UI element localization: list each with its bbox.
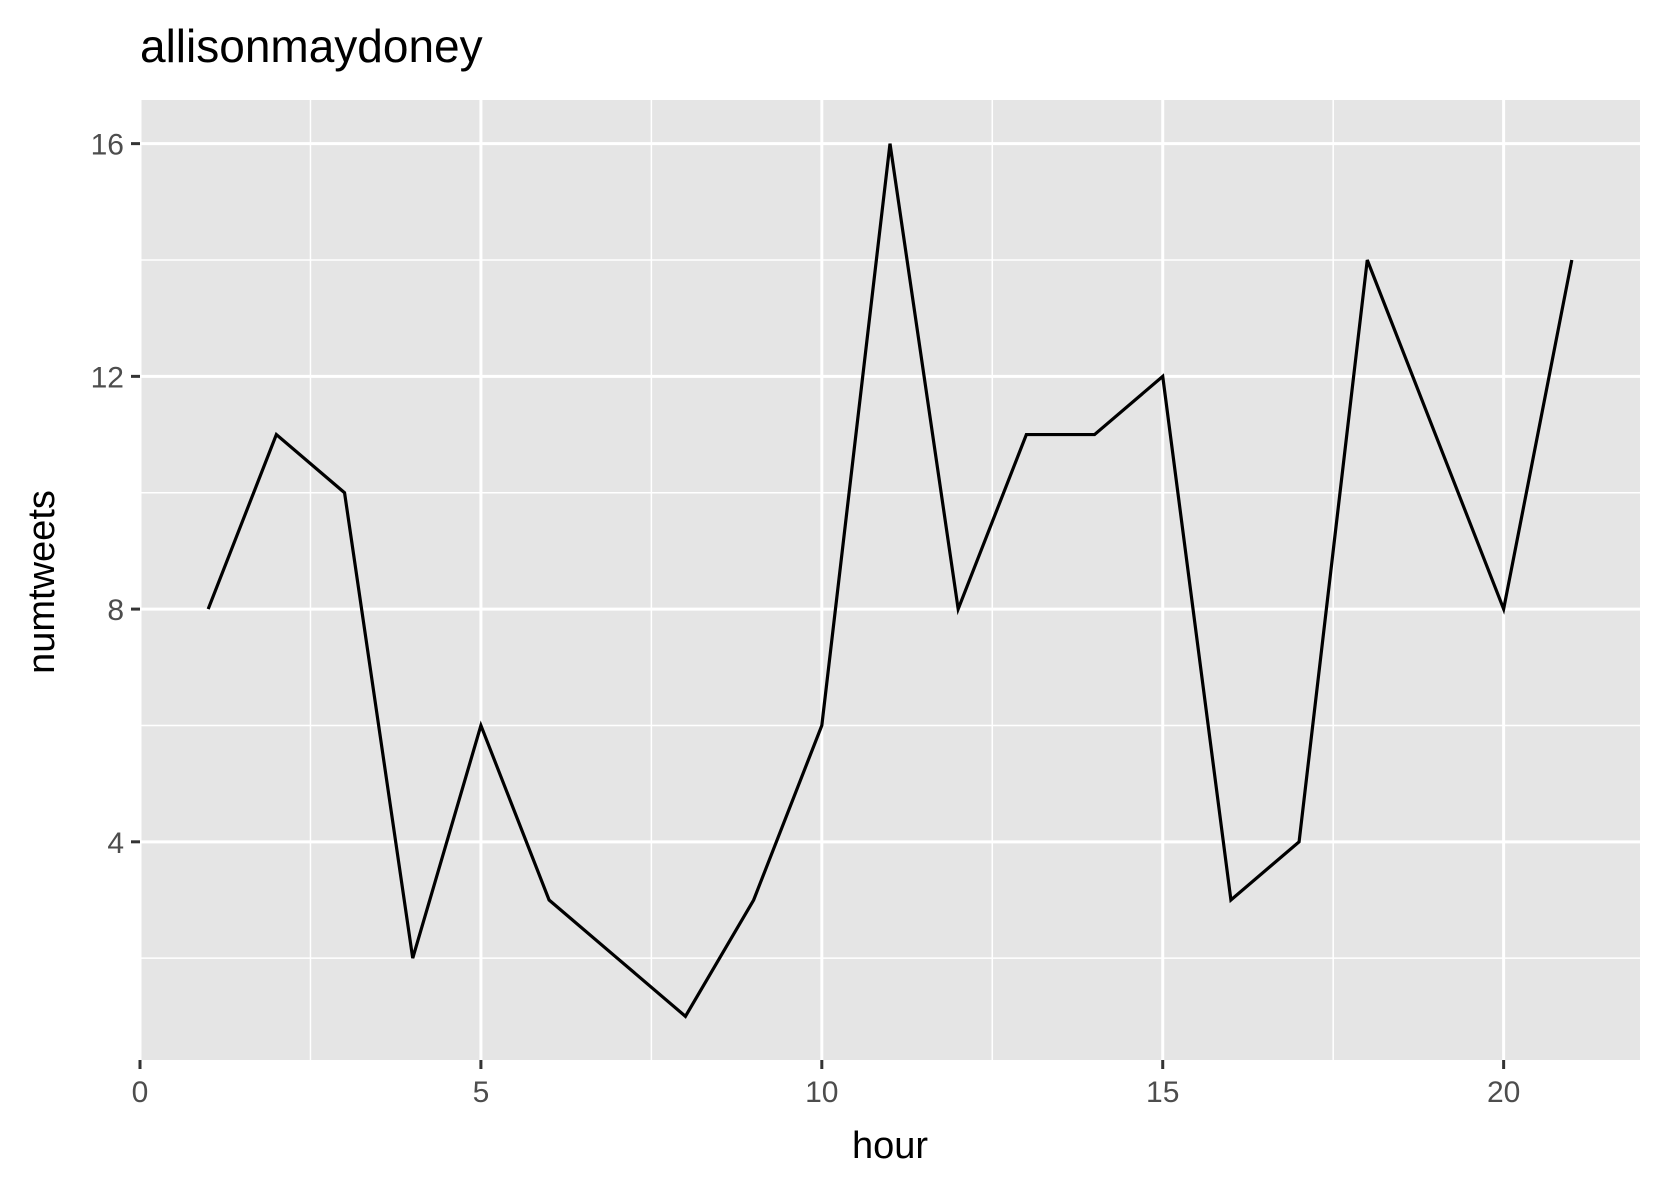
y-tick-label: 8	[107, 594, 124, 627]
series-layer	[206, 143, 1574, 1019]
x-axis-title: hour	[852, 1125, 928, 1167]
x-tick-label: 20	[1487, 1076, 1520, 1109]
chart-title: allisonmaydoney	[140, 20, 483, 72]
y-tick-label: 4	[107, 827, 124, 860]
x-tick-label: 5	[473, 1076, 490, 1109]
series-line	[206, 143, 1574, 1019]
y-tick-label: 12	[91, 361, 124, 394]
y-tick-label: 16	[91, 129, 124, 162]
plot-panel	[140, 100, 1640, 1060]
axes: 0 5 10 15 20 4 8 12 16	[91, 129, 1521, 1109]
panel-background	[140, 100, 1640, 1060]
x-tick-label: 15	[1146, 1076, 1179, 1109]
x-tick-label: 10	[805, 1076, 838, 1109]
y-axis-title: numtweets	[21, 490, 63, 674]
x-tick-label: 0	[132, 1076, 149, 1109]
grid-lines	[138, 100, 1640, 1060]
